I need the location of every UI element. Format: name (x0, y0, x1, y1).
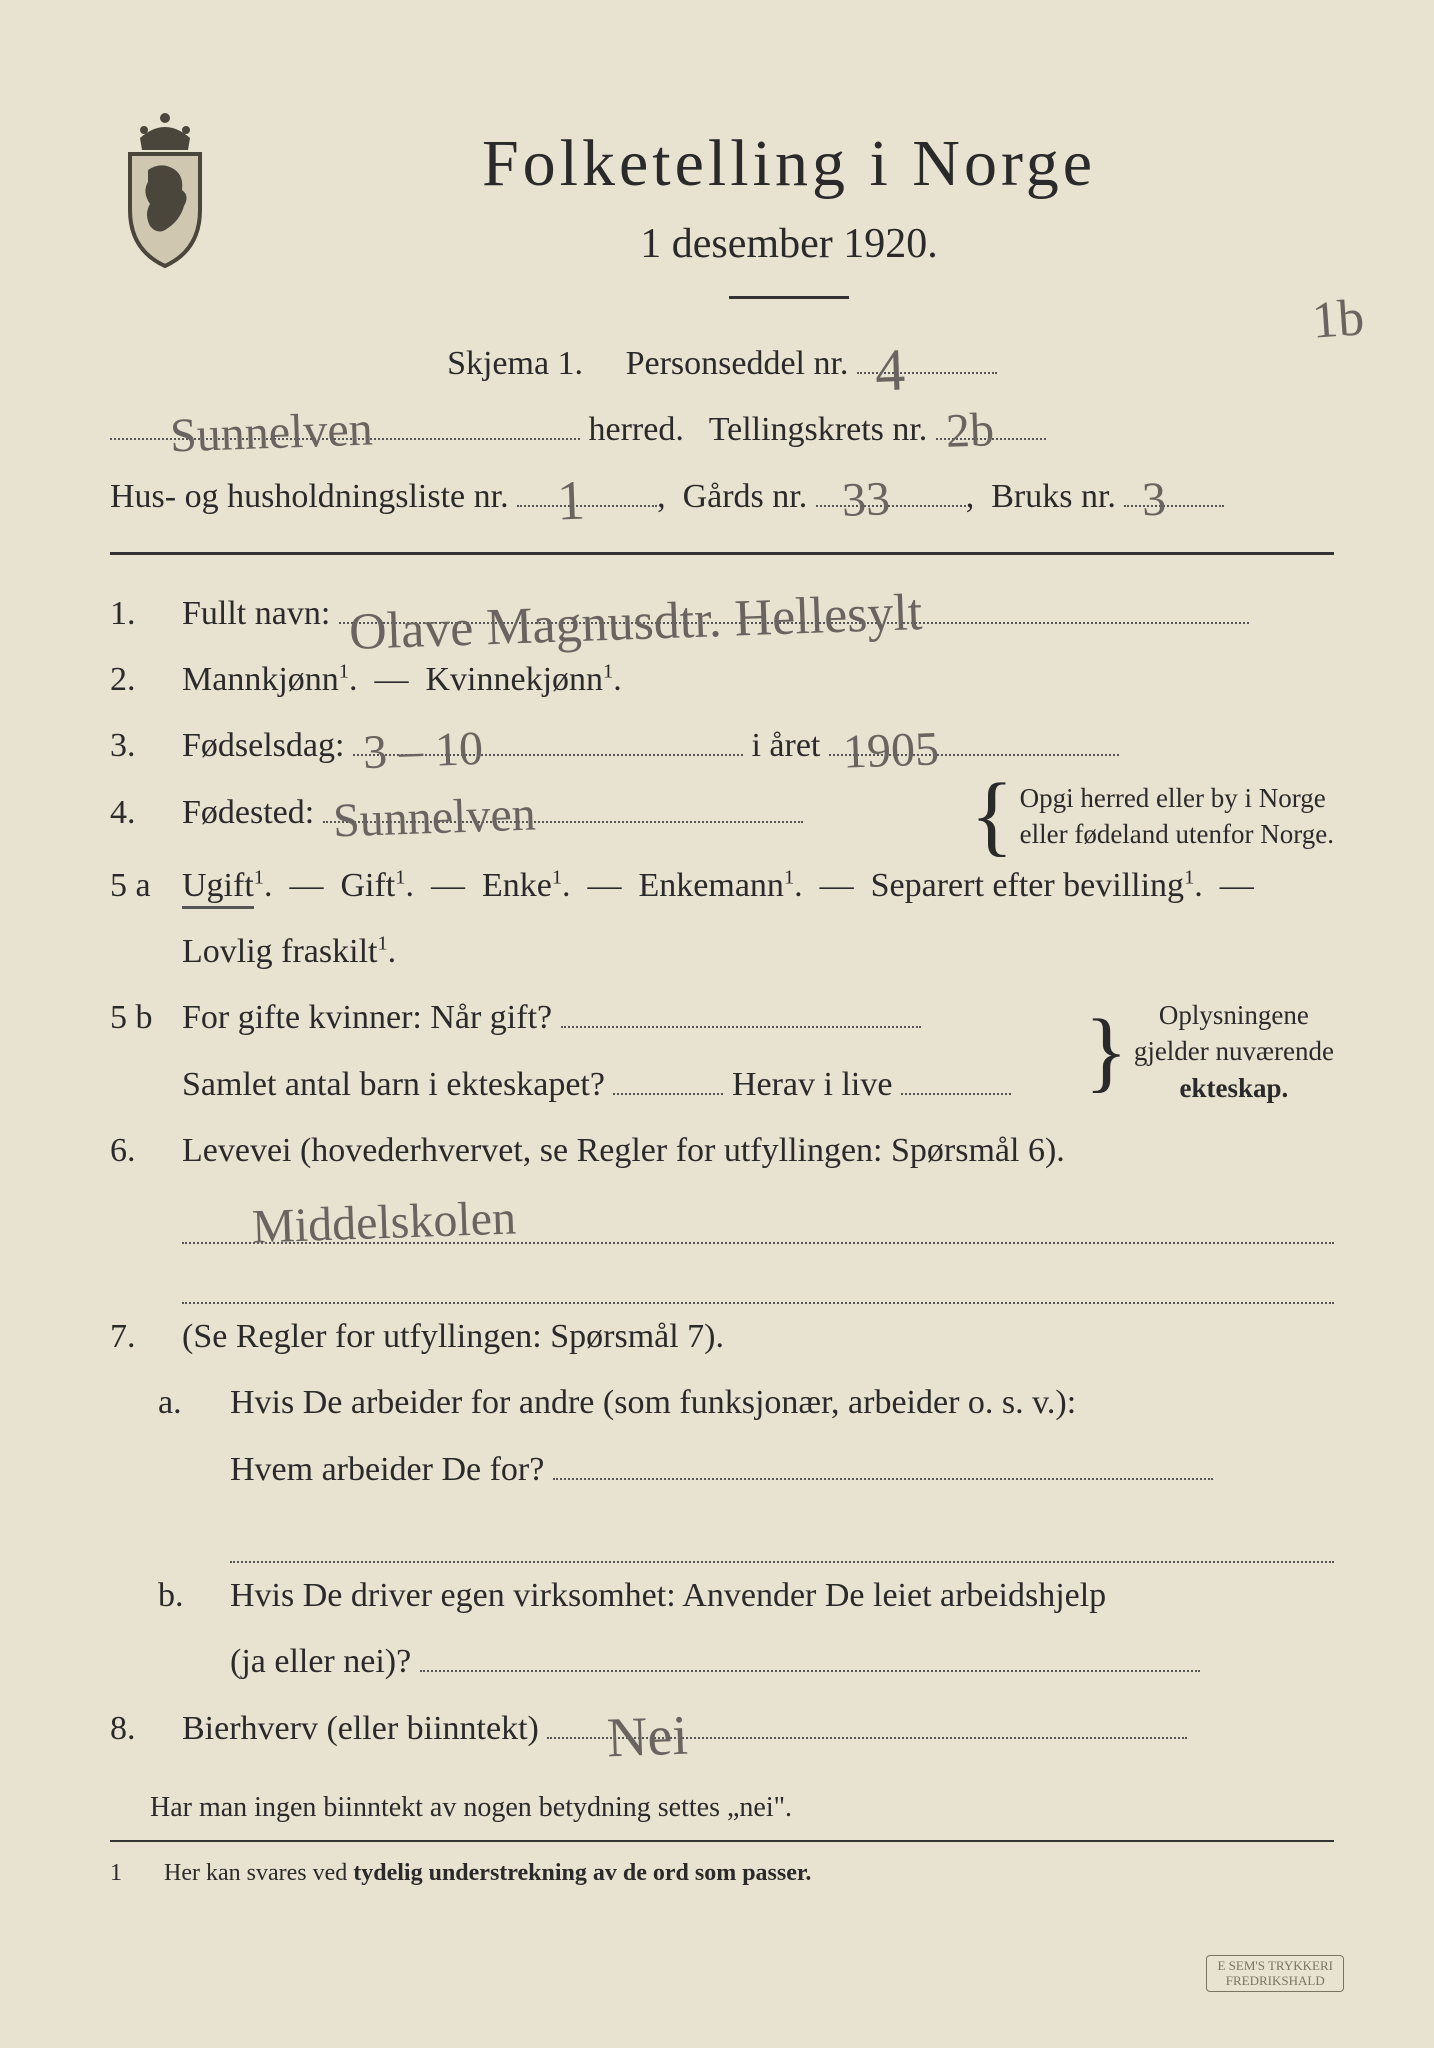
q6-answer-line: Middelskolen (110, 1184, 1334, 1244)
stamp-line-a: E SEM'S TRYKKERI (1217, 1959, 1333, 1973)
question-1: 1. Fullt navn: Olave Magnusdtr. Hellesyl… (110, 581, 1334, 647)
footer-divider (110, 1840, 1334, 1842)
bruks-value: 3 (1141, 452, 1168, 546)
question-7a: a. Hvis De arbeider for andre (som funks… (110, 1370, 1334, 1436)
q2-number: 2. (110, 647, 182, 713)
q8-value: Nei (605, 1681, 690, 1793)
footnote-number: 1 (110, 1860, 158, 1887)
q7-number: 7. (110, 1304, 182, 1370)
q5a-opt-fraskilt: Lovlig fraskilt (182, 933, 377, 970)
q7b-line1: Hvis De driver egen virksomhet: Anvender… (230, 1577, 1106, 1614)
q8-number: 8. (110, 1696, 182, 1762)
coat-of-arms-icon (110, 110, 220, 270)
q3-year-label: i året (751, 727, 820, 764)
question-8: 8. Bierhverv (eller biinntekt) Nei (110, 1696, 1334, 1762)
q7a-line2: Hvem arbeider De for? (230, 1451, 544, 1488)
question-4: 4. Fødested: Sunnelven { Opgi herred ell… (110, 780, 1334, 853)
q4-note-b: eller fødeland utenfor Norge. (1020, 816, 1334, 852)
personseddel-label: Personseddel nr. (626, 345, 849, 382)
census-form-page: 1b Folketelling i Norge 1 desember 1920.… (0, 0, 1434, 2048)
question-5a-cont: Lovlig fraskilt1. (110, 919, 1334, 985)
question-2: 2. Mannkjønn1. — Kvinnekjønn1. (110, 647, 1334, 713)
q1-number: 1. (110, 581, 182, 647)
title-divider (729, 296, 849, 299)
bruks-label: Bruks nr. (991, 478, 1116, 515)
q2-female: Kvinnekjønn (425, 661, 603, 698)
q5b-line1: For gifte kvinner: Når gift? (182, 999, 552, 1036)
q5a-opt-ugift: Ugift (182, 867, 254, 909)
form-title: Folketelling i Norge (244, 126, 1334, 202)
q5a-opt-enke: Enke (482, 867, 552, 904)
husliste-line: Hus- og husholdningsliste nr. 1 , Gårds … (110, 464, 1334, 530)
question-5a: 5 a Ugift1. — Gift1. — Enke1. — Enkemann… (110, 853, 1334, 919)
q5b-note-a: Oplysningene (1134, 997, 1334, 1033)
q6-blank-line (110, 1244, 1334, 1304)
brace-icon: } (1085, 1016, 1128, 1088)
q5a-number: 5 a (110, 853, 182, 919)
question-3: 3. Fødselsdag: 3 – 10 i året 1905 (110, 713, 1334, 779)
printer-stamp: E SEM'S TRYKKERI FREDRIKSHALD (1206, 1955, 1344, 1992)
question-7: 7. (Se Regler for utfyllingen: Spørsmål … (110, 1304, 1334, 1370)
q5b-note-b: gjelder nuværende (1134, 1033, 1334, 1069)
q6-label: Levevei (hovederhvervet, se Regler for u… (182, 1132, 1065, 1169)
q5a-opt-enkemann: Enkemann (639, 867, 784, 904)
q6-number: 6. (110, 1118, 182, 1184)
gards-value: 33 (840, 452, 891, 547)
gards-label: Gårds nr. (683, 478, 808, 515)
stamp-line-b: FREDRIKSHALD (1217, 1974, 1333, 1988)
q5a-opt-separert: Separert efter bevilling (871, 867, 1184, 904)
q3-label: Fødselsdag: (182, 727, 344, 764)
q4-number: 4. (110, 780, 182, 846)
tellingskrets-label: Tellingskrets nr. (709, 411, 928, 448)
section-divider (110, 552, 1334, 555)
q7-label: (Se Regler for utfyllingen: Spørsmål 7). (182, 1318, 724, 1355)
q5b-line2b: Herav i live (732, 1066, 893, 1103)
q2-male: Mannkjønn (182, 661, 339, 698)
q7b-line2: (ja eller nei)? (230, 1643, 411, 1680)
husliste-label: Hus- og husholdningsliste nr. (110, 478, 509, 515)
header: Folketelling i Norge 1 desember 1920. (110, 110, 1334, 323)
q7a-blank (110, 1503, 1334, 1563)
q7a-line1: Hvis De arbeider for andre (som funksjon… (230, 1384, 1076, 1421)
skjema-label: Skjema 1. (447, 345, 583, 382)
herred-label: herred. (589, 411, 684, 448)
q5a-opt-gift: Gift (340, 867, 395, 904)
q3-number: 3. (110, 713, 182, 779)
q5b-number: 5 b (110, 985, 182, 1051)
q7a-number: a. (110, 1370, 230, 1436)
q1-label: Fullt navn: (182, 595, 330, 632)
brace-icon: { (970, 780, 1013, 852)
husliste-value: 1 (555, 446, 587, 556)
q5b-note-c: ekteskap. (1134, 1070, 1334, 1106)
q8-label: Bierhverv (eller biinntekt) (182, 1710, 539, 1747)
question-7b-2: (ja eller nei)? (110, 1629, 1334, 1695)
q4-label: Fødested: (182, 794, 314, 831)
q5b-line2a: Samlet antal barn i ekteskapet? (182, 1066, 605, 1103)
question-5b: 5 b For gifte kvinner: Når gift? Samlet … (110, 985, 1334, 1118)
question-7a-2: Hvem arbeider De for? (110, 1437, 1334, 1503)
q4-note-a: Opgi herred eller by i Norge (1020, 780, 1334, 816)
question-7b: b. Hvis De driver egen virksomhet: Anven… (110, 1563, 1334, 1629)
question-6: 6. Levevei (hovederhvervet, se Regler fo… (110, 1118, 1334, 1184)
footnote: 1 Her kan svares ved tydelig understrekn… (110, 1860, 1334, 1887)
q7b-number: b. (110, 1563, 230, 1629)
footer-note: Har man ingen biinntekt av nogen betydni… (110, 1792, 1334, 1824)
form-subtitle: 1 desember 1920. (244, 220, 1334, 268)
